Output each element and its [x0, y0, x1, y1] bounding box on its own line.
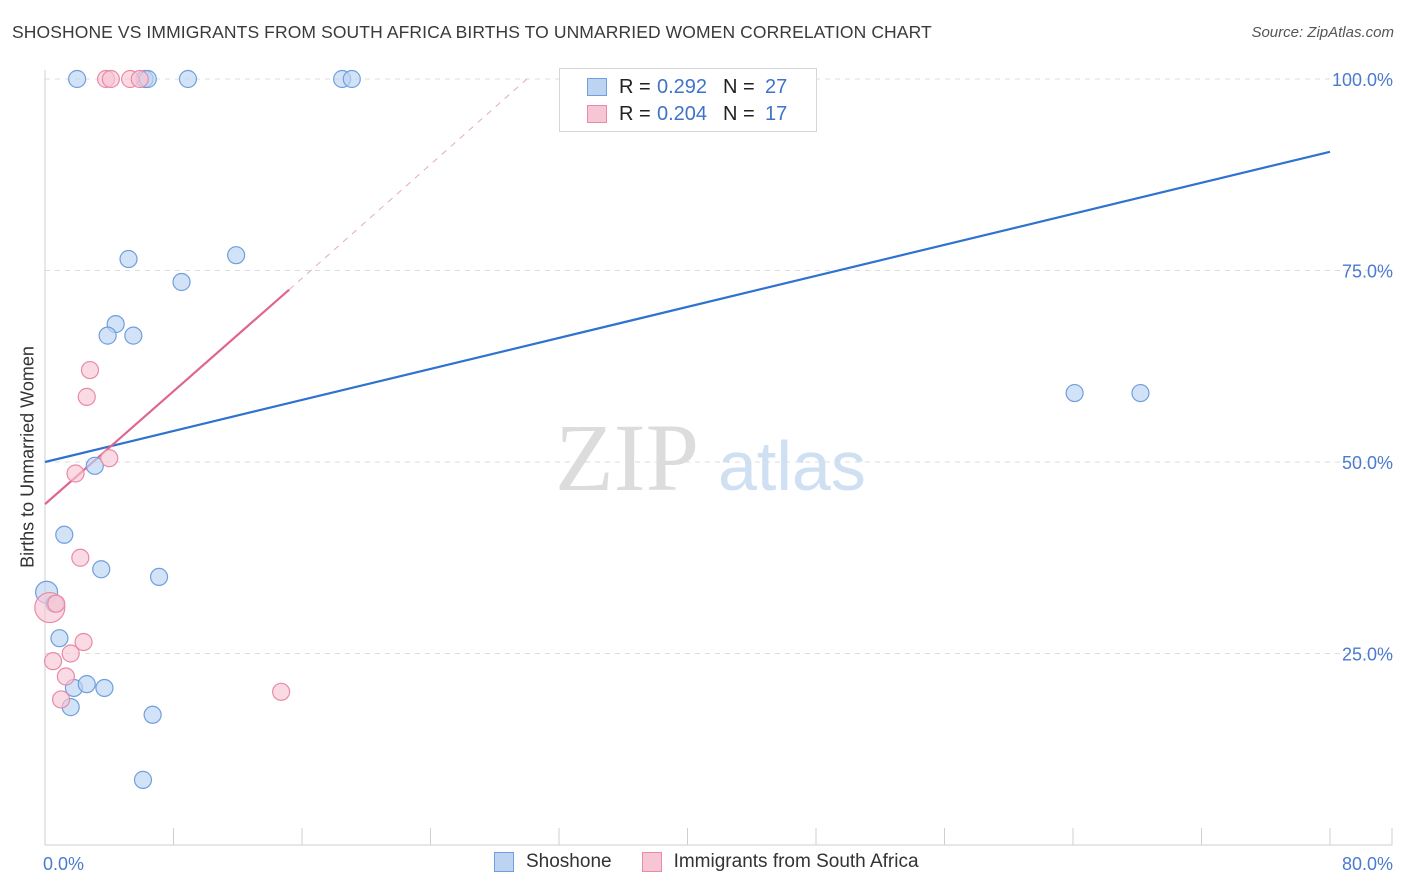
legend-n-label: N = [723, 75, 755, 98]
shoshone-point [143, 705, 162, 724]
source-credit: Source: ZipAtlas.com [1251, 24, 1394, 41]
legend-n-value: 27 [765, 75, 788, 98]
trend-lines [44, 78, 1331, 505]
shoshone-point [1131, 383, 1150, 403]
legend-r-value: 0.292 [657, 75, 708, 98]
grid-lines [45, 78, 1392, 654]
shoshone-point [85, 456, 104, 475]
legend-n-value: 17 [765, 102, 788, 125]
south-africa-point [74, 632, 93, 652]
y-tick-label: 75.0% [1342, 262, 1393, 282]
x-tick-label: 80.0% [1342, 854, 1393, 874]
y-tick-label: 50.0% [1342, 453, 1393, 473]
south-africa-trend-extension [288, 78, 528, 291]
series-legend: Shoshone Immigrants from South Africa [494, 851, 949, 873]
watermark-atlas: atlas [718, 427, 866, 505]
legend-label-shoshone: Shoshone [526, 851, 612, 872]
shoshone-point [227, 246, 246, 265]
shoshone-point [119, 249, 138, 269]
legend-r-value: 0.204 [657, 102, 708, 125]
south-africa-point [101, 69, 120, 89]
south-africa-point [77, 387, 96, 406]
shoshone-point [92, 560, 111, 579]
south-africa-point [56, 667, 75, 686]
shoshone-trend-line [44, 150, 1331, 464]
south-africa-point [80, 360, 100, 380]
legend-item-south-africa[interactable]: Immigrants from South Africa [641, 851, 919, 873]
south-africa-point [130, 69, 149, 89]
shoshone-point [342, 69, 361, 89]
shoshone-point [68, 69, 87, 89]
data-points [34, 69, 1150, 789]
legend-swatch-shoshone [494, 852, 514, 872]
legend-n-label: N = [723, 102, 755, 125]
shoshone-point [50, 629, 69, 648]
south-africa-point [47, 594, 66, 613]
legend-row-south-africa: R = 0.204 N = 17 [560, 101, 787, 127]
legend-row-shoshone: R = 0.292 N = 27 [560, 74, 787, 100]
shoshone-point [133, 770, 153, 789]
axis-labels: 25.0% 50.0% 75.0% 100.0% 0.0% 80.0% [43, 70, 1393, 874]
legend-swatch-south-africa [641, 852, 662, 872]
legend-r-label: R = [619, 102, 651, 125]
stats-legend: R = 0.292 N = 27 R = 0.204 N = 17 [559, 68, 817, 132]
south-africa-point [43, 652, 63, 671]
south-africa-point [100, 449, 119, 468]
legend-label-south-africa: Immigrants from South Africa [673, 851, 919, 872]
x-tick-label: 0.0% [43, 854, 84, 874]
watermark-zip: ZIP [555, 404, 699, 511]
legend-item-shoshone[interactable]: Shoshone [494, 851, 612, 873]
shoshone-point [95, 678, 114, 698]
south-africa-point [61, 644, 80, 663]
axes [44, 70, 1393, 846]
south-africa-trend-line [44, 288, 290, 505]
south-africa-point [66, 464, 85, 483]
south-africa-point [71, 548, 90, 567]
south-africa-point [272, 682, 291, 701]
chart-title: SHOSHONE VS IMMIGRANTS FROM SOUTH AFRICA… [12, 22, 932, 42]
shoshone-point [149, 567, 169, 587]
legend-r-label: R = [619, 75, 651, 98]
y-tick-label: 100.0% [1332, 70, 1393, 90]
y-axis-title: Births to Unmarried Women [17, 346, 38, 568]
shoshone-point [1065, 383, 1084, 403]
shoshone-point [178, 69, 198, 89]
shoshone-point [124, 326, 143, 345]
shoshone-point [77, 675, 96, 694]
legend-swatch-south-africa [587, 105, 607, 123]
y-tick-label: 25.0% [1342, 645, 1393, 665]
watermark: ZIP atlas [555, 404, 866, 511]
south-africa-point [51, 690, 71, 709]
shoshone-point [172, 272, 191, 292]
legend-swatch-shoshone [587, 78, 607, 96]
shoshone-point [55, 525, 74, 544]
shoshone-point [98, 326, 117, 345]
